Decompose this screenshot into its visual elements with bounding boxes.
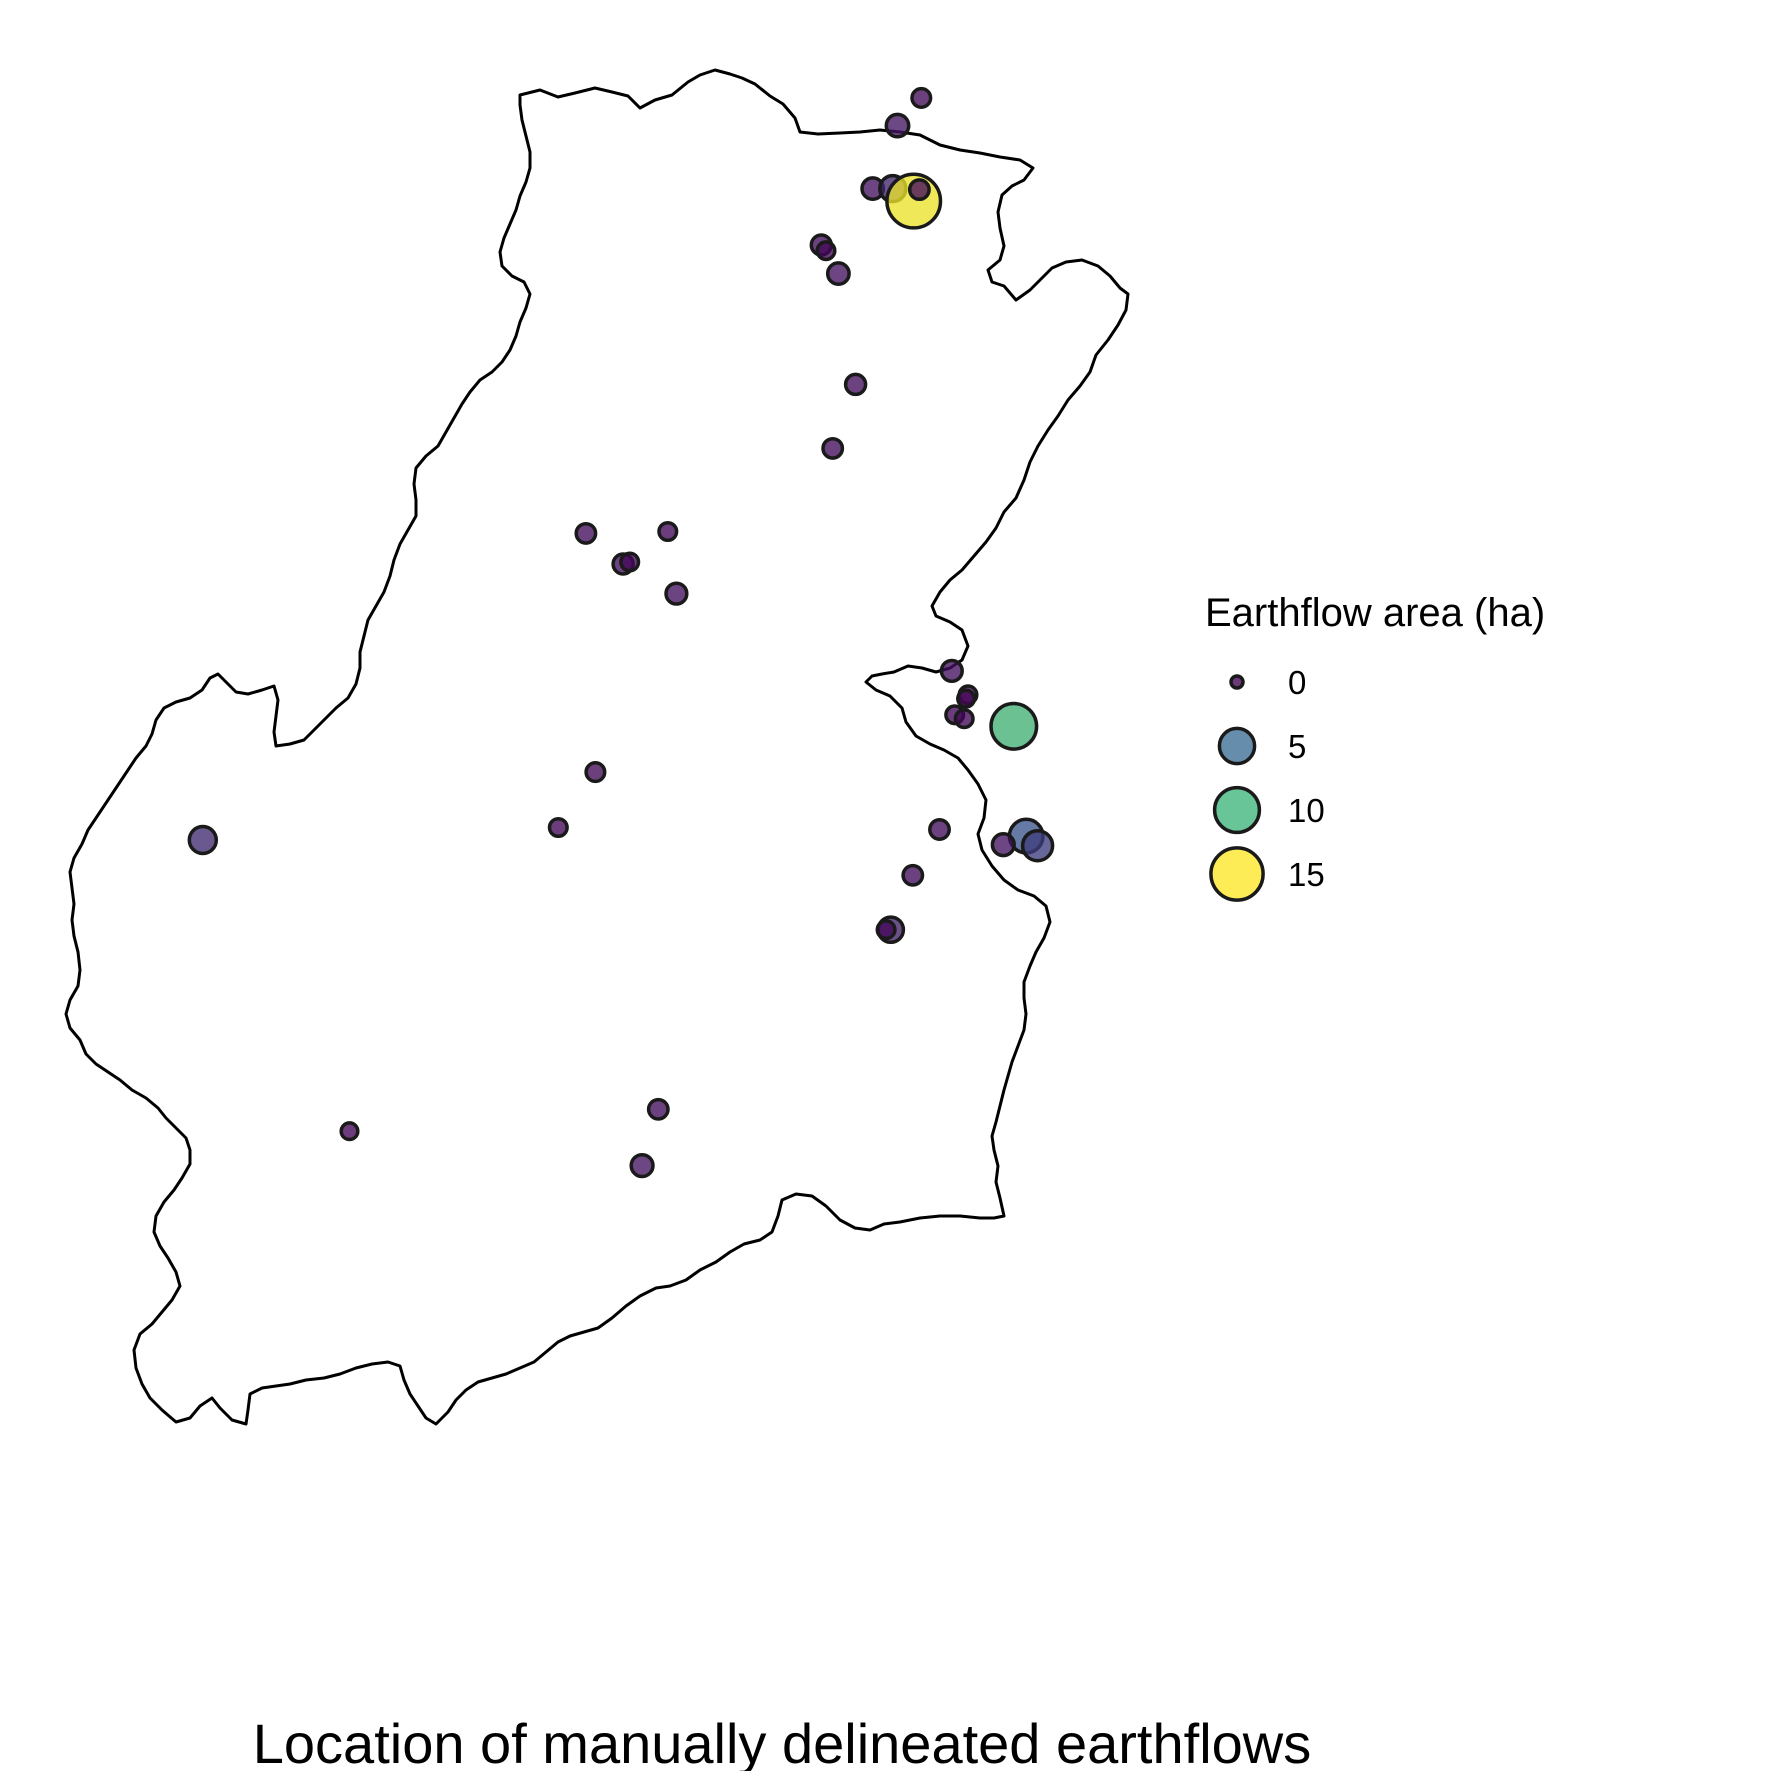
earthflow-point-21 <box>953 708 975 730</box>
earthflow-point-32 <box>187 824 219 856</box>
legend-keys: 0 5 10 15 <box>1209 664 1325 902</box>
earthflow-point-16 <box>664 581 689 606</box>
map-title: Location of manually delineated earthflo… <box>253 1712 1311 1771</box>
earthflow-point-9 <box>825 261 851 287</box>
earthflow-point-2 <box>884 112 911 139</box>
legend-key-0 <box>1229 674 1245 690</box>
earthflow-point-33 <box>339 1121 360 1142</box>
earthflow-points <box>187 86 1055 1179</box>
earthflow-point-31 <box>547 816 569 839</box>
earthflow-point-29 <box>875 919 897 941</box>
earthflow-point-22 <box>989 701 1039 751</box>
earthflow-point-23 <box>928 818 951 841</box>
earthflow-point-13 <box>657 520 679 543</box>
earthflow-point-17 <box>939 658 964 684</box>
earthflow-point-10 <box>843 372 868 397</box>
legend-title: Earthflow area (ha) <box>1205 591 1545 635</box>
earthflow-point-19 <box>956 688 977 709</box>
earthflow-point-1 <box>910 86 933 109</box>
legend-key-5 <box>1217 726 1257 766</box>
earthflow-point-30 <box>584 761 607 784</box>
earthflow-point-6 <box>907 178 931 202</box>
earthflow-point-15 <box>619 551 641 573</box>
legend: Earthflow area (ha) 0 5 10 15 <box>1205 591 1545 902</box>
legend-label-15: 15 <box>1288 856 1325 893</box>
earthflow-point-35 <box>629 1152 655 1179</box>
earthflow-point-34 <box>646 1097 670 1121</box>
legend-label-0: 0 <box>1288 664 1306 701</box>
legend-key-10 <box>1212 785 1262 835</box>
earthflow-point-8 <box>815 240 837 262</box>
earthflow-point-26 <box>990 832 1016 858</box>
legend-key-15 <box>1209 846 1265 902</box>
legend-label-5: 5 <box>1288 728 1306 765</box>
legend-label-10: 10 <box>1288 792 1325 829</box>
watershed-boundary <box>64 68 1130 1426</box>
earthflow-point-27 <box>901 863 925 887</box>
earthflow-point-25 <box>1020 828 1055 863</box>
earthflow-point-12 <box>574 521 598 545</box>
earthflow-point-11 <box>821 436 845 460</box>
